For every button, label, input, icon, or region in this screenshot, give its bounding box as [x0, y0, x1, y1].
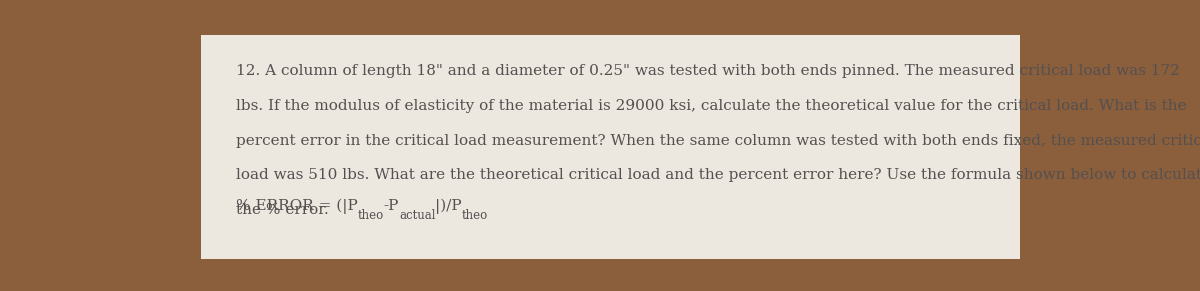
Text: percent error in the critical load measurement? When the same column was tested : percent error in the critical load measu…: [235, 134, 1200, 148]
Text: % ERROR = (|P: % ERROR = (|P: [235, 198, 358, 214]
Text: 12. A column of length 18" and a diameter of 0.25" was tested with both ends pin: 12. A column of length 18" and a diamete…: [235, 64, 1180, 78]
Text: load was 510 lbs. What are the theoretical critical load and the percent error h: load was 510 lbs. What are the theoretic…: [235, 168, 1200, 182]
FancyBboxPatch shape: [202, 35, 1020, 259]
Text: actual: actual: [398, 209, 436, 222]
Text: -P: -P: [384, 199, 398, 213]
Text: theo: theo: [358, 209, 384, 222]
Text: |)/P: |)/P: [436, 198, 462, 214]
Text: theo: theo: [462, 209, 488, 222]
Text: lbs. If the modulus of elasticity of the material is 29000 ksi, calculate the th: lbs. If the modulus of elasticity of the…: [235, 99, 1186, 113]
Text: the % error.: the % error.: [235, 203, 329, 217]
